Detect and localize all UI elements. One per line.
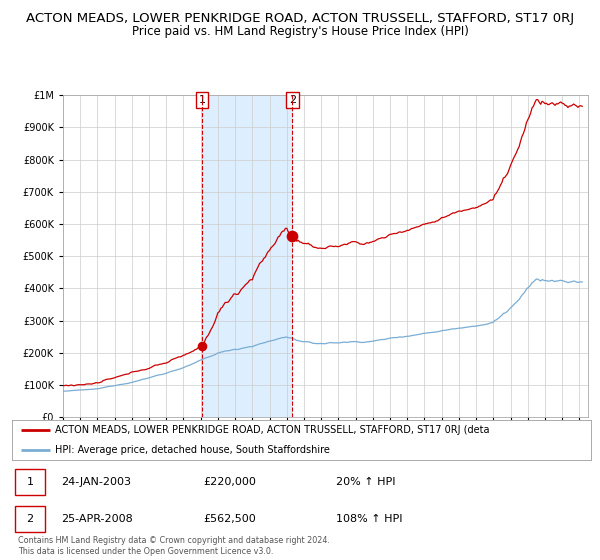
Text: 108% ↑ HPI: 108% ↑ HPI bbox=[336, 514, 403, 524]
FancyBboxPatch shape bbox=[15, 506, 45, 532]
Text: HPI: Average price, detached house, South Staffordshire: HPI: Average price, detached house, Sout… bbox=[55, 445, 331, 455]
Text: 24-JAN-2003: 24-JAN-2003 bbox=[61, 477, 131, 487]
Text: 1: 1 bbox=[26, 477, 34, 487]
Text: 2: 2 bbox=[26, 514, 34, 524]
Text: ACTON MEADS, LOWER PENKRIDGE ROAD, ACTON TRUSSELL, STAFFORD, ST17 0RJ: ACTON MEADS, LOWER PENKRIDGE ROAD, ACTON… bbox=[26, 12, 574, 25]
Point bbox=[287, 232, 297, 241]
Text: Price paid vs. HM Land Registry's House Price Index (HPI): Price paid vs. HM Land Registry's House … bbox=[131, 25, 469, 38]
FancyBboxPatch shape bbox=[15, 469, 45, 495]
Text: Contains HM Land Registry data © Crown copyright and database right 2024.
This d: Contains HM Land Registry data © Crown c… bbox=[18, 536, 330, 556]
Text: 20% ↑ HPI: 20% ↑ HPI bbox=[336, 477, 396, 487]
Point bbox=[197, 342, 207, 351]
Text: £562,500: £562,500 bbox=[203, 514, 256, 524]
Text: 25-APR-2008: 25-APR-2008 bbox=[61, 514, 133, 524]
Text: ACTON MEADS, LOWER PENKRIDGE ROAD, ACTON TRUSSELL, STAFFORD, ST17 0RJ (deta: ACTON MEADS, LOWER PENKRIDGE ROAD, ACTON… bbox=[55, 426, 490, 436]
Bar bbox=[202, 95, 292, 417]
Text: 2: 2 bbox=[289, 95, 296, 105]
Text: 1: 1 bbox=[199, 95, 205, 105]
Text: £220,000: £220,000 bbox=[203, 477, 256, 487]
